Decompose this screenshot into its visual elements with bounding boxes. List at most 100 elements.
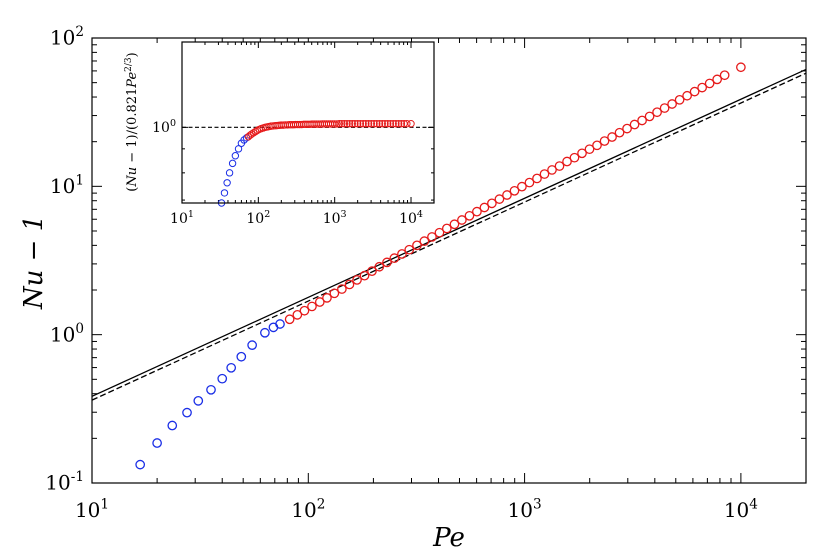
red-data-point <box>689 86 700 97</box>
inset-y-axis-title: (Nu − 1)/(0.821Pe2/3) <box>124 52 140 191</box>
main-lines <box>91 68 807 401</box>
red-data-point <box>577 148 587 159</box>
inset-points <box>217 120 415 207</box>
red-data-point <box>307 301 317 312</box>
red-data-point <box>367 120 376 128</box>
red-data-point <box>403 120 411 128</box>
red-data-point <box>629 119 640 130</box>
red-data-point <box>736 62 746 73</box>
red-data-point <box>348 120 356 128</box>
main-plot: 101 102 103 104 10-1 100 101 102 Pe Nu − 1 <box>19 24 807 553</box>
red-data-point <box>362 120 370 128</box>
red-data-point <box>599 136 610 146</box>
blue-data-point <box>228 159 237 168</box>
red-data-point <box>250 129 258 137</box>
blue-data-point <box>223 179 231 187</box>
red-data-point <box>554 161 565 171</box>
x-axis-title: Pe <box>432 523 465 553</box>
main-points <box>135 62 746 470</box>
red-data-point <box>392 120 400 128</box>
red-data-point <box>539 169 550 179</box>
x-tick-label: 103 <box>323 209 347 227</box>
x-tick-label: 104 <box>399 209 423 227</box>
red-data-point <box>652 107 662 118</box>
red-data-point <box>375 120 384 128</box>
red-data-point <box>386 120 395 128</box>
y-axis-title: Nu − 1 <box>19 215 49 310</box>
red-data-point <box>562 156 572 167</box>
red-data-point <box>682 90 692 101</box>
red-data-point <box>359 120 367 128</box>
red-data-point <box>343 120 351 128</box>
red-data-point <box>389 253 400 263</box>
red-data-point <box>344 279 355 290</box>
red-data-point <box>441 223 452 234</box>
blue-data-point <box>234 145 243 153</box>
y-tick-label: 10-1 <box>45 469 84 494</box>
red-data-point <box>381 120 389 128</box>
red-data-point <box>359 270 370 281</box>
red-data-point <box>592 140 602 151</box>
inset-tick-labels: 101 102 103 104 100 <box>152 118 423 227</box>
red-data-point <box>524 177 535 188</box>
red-data-point <box>614 127 625 138</box>
inset-background <box>182 42 434 203</box>
red-data-point <box>712 74 723 85</box>
y-tick-label: 102 <box>50 24 84 49</box>
red-data-point <box>356 120 365 128</box>
red-data-point <box>434 227 445 238</box>
x-tick-label: 103 <box>508 497 542 522</box>
red-data-point <box>704 78 715 89</box>
x-tick-label: 104 <box>724 497 758 522</box>
y-tick-label: 100 <box>50 321 84 346</box>
red-data-point <box>337 284 347 294</box>
red-data-point <box>697 82 707 93</box>
x-tick-label: 101 <box>75 497 109 522</box>
x-tick-label: 101 <box>170 209 194 227</box>
red-data-point <box>345 120 354 128</box>
red-data-point <box>517 181 527 192</box>
inset-plot: 101 102 103 104 100 (Nu − 1)/(0.821Pe2/3) <box>124 41 435 227</box>
red-data-point <box>419 236 430 247</box>
main-plot-frame <box>91 37 807 484</box>
x-tick-label: 102 <box>291 497 325 522</box>
main-tick-labels: 101 102 103 104 10-1 100 101 102 <box>45 24 758 522</box>
blue-data-point <box>225 169 234 177</box>
red-data-point <box>532 173 542 184</box>
red-data-point <box>584 144 595 155</box>
blue-data-point <box>135 459 146 470</box>
red-data-point <box>340 120 349 128</box>
blue-data-point <box>193 395 204 406</box>
blue-data-point <box>167 420 178 431</box>
red-data-point <box>412 240 422 251</box>
red-data-point <box>637 115 647 126</box>
red-data-point <box>547 165 557 175</box>
red-data-point <box>314 297 325 307</box>
red-data-point <box>464 210 475 221</box>
red-data-point <box>394 120 403 128</box>
red-data-point <box>397 249 407 259</box>
red-data-point <box>667 99 677 109</box>
red-data-point <box>659 103 670 113</box>
blue-data-point <box>226 362 237 373</box>
red-data-point <box>404 244 415 255</box>
red-data-point <box>335 120 344 128</box>
blue-data-point <box>260 327 270 338</box>
red-data-point <box>607 132 617 142</box>
red-data-point <box>330 120 339 128</box>
blue-data-point <box>220 189 229 197</box>
red-data-point <box>292 310 303 320</box>
red-data-point <box>472 206 482 217</box>
blue-data-point <box>236 351 247 362</box>
red-data-point <box>299 305 310 316</box>
red-data-point <box>374 261 385 272</box>
red-data-point <box>569 152 580 163</box>
y-tick-label: 100 <box>152 118 176 136</box>
red-data-point <box>353 120 362 128</box>
red-data-point <box>494 194 505 204</box>
red-data-point <box>367 266 377 277</box>
red-data-point <box>509 185 520 196</box>
red-data-point <box>382 257 392 268</box>
blue-data-point <box>217 373 228 384</box>
